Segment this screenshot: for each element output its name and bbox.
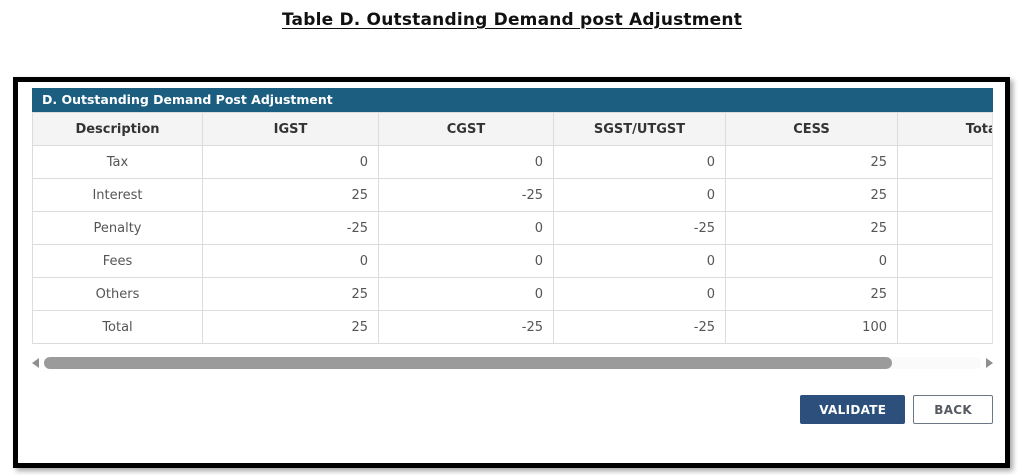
cell-igst: 0	[202, 244, 379, 278]
table-row-interest: Interest 25 -25 0 25	[32, 178, 992, 212]
cell-sgst-utgst: -25	[553, 310, 726, 344]
cell-sgst-utgst: -25	[553, 211, 726, 245]
cell-total	[897, 178, 992, 212]
scroll-left-icon[interactable]	[32, 358, 39, 368]
cell-total	[897, 211, 992, 245]
scrollbar-thumb[interactable]	[44, 357, 892, 369]
cell-igst: 25	[202, 178, 379, 212]
cell-sgst-utgst: 0	[553, 277, 726, 311]
cell-description: Penalty	[32, 211, 203, 245]
header-row: Description IGST CGST SGST/UTGST CESS To…	[32, 112, 992, 146]
col-header-igst: IGST	[202, 112, 379, 146]
horizontal-scrollbar[interactable]	[32, 357, 993, 369]
demand-table-viewport: Description IGST CGST SGST/UTGST CESS To…	[32, 112, 993, 344]
cell-cess: 25	[725, 145, 898, 179]
outstanding-demand-panel: D. Outstanding Demand Post Adjustment De…	[13, 77, 1010, 468]
action-button-row: VALIDATE BACK	[32, 395, 993, 424]
table-row-penalty: Penalty -25 0 -25 25	[32, 211, 992, 245]
cell-total	[897, 277, 992, 311]
cell-description: Total	[32, 310, 203, 344]
panel-header: D. Outstanding Demand Post Adjustment	[32, 88, 993, 112]
col-header-total: Total	[897, 112, 992, 146]
cell-cgst: 0	[378, 244, 554, 278]
cell-description: Others	[32, 277, 203, 311]
scrollbar-track[interactable]	[44, 357, 981, 369]
table-row-total: Total 25 -25 -25 100	[32, 310, 992, 344]
col-header-description: Description	[32, 112, 203, 146]
cell-sgst-utgst: 0	[553, 178, 726, 212]
cell-cess: 100	[725, 310, 898, 344]
back-button[interactable]: BACK	[913, 395, 993, 424]
cell-description: Interest	[32, 178, 203, 212]
cell-cess: 25	[725, 211, 898, 245]
cell-cgst: 0	[378, 277, 554, 311]
cell-sgst-utgst: 0	[553, 145, 726, 179]
col-header-cess: CESS	[725, 112, 898, 146]
table-row-tax: Tax 0 0 0 25	[32, 145, 992, 179]
cell-igst: 0	[202, 145, 379, 179]
table-row-others: Others 25 0 0 25	[32, 277, 992, 311]
table-row-fees: Fees 0 0 0 0	[32, 244, 992, 278]
cell-igst: 25	[202, 310, 379, 344]
cell-igst: 25	[202, 277, 379, 311]
cell-igst: -25	[202, 211, 379, 245]
scroll-right-icon[interactable]	[986, 358, 993, 368]
cell-sgst-utgst: 0	[553, 244, 726, 278]
cell-description: Tax	[32, 145, 203, 179]
cell-cgst: -25	[378, 178, 554, 212]
cell-cess: 25	[725, 277, 898, 311]
cell-cess: 0	[725, 244, 898, 278]
validate-button[interactable]: VALIDATE	[800, 395, 906, 424]
cell-total	[897, 145, 992, 179]
demand-table: Description IGST CGST SGST/UTGST CESS To…	[32, 112, 992, 344]
cell-description: Fees	[32, 244, 203, 278]
cell-total	[897, 310, 992, 344]
cell-cgst: -25	[378, 310, 554, 344]
page-title: Table D. Outstanding Demand post Adjustm…	[281, 10, 743, 30]
cell-cgst: 0	[378, 145, 554, 179]
col-header-cgst: CGST	[378, 112, 554, 146]
cell-cess: 25	[725, 178, 898, 212]
cell-total	[897, 244, 992, 278]
col-header-sgst-utgst: SGST/UTGST	[553, 112, 726, 146]
cell-cgst: 0	[378, 211, 554, 245]
